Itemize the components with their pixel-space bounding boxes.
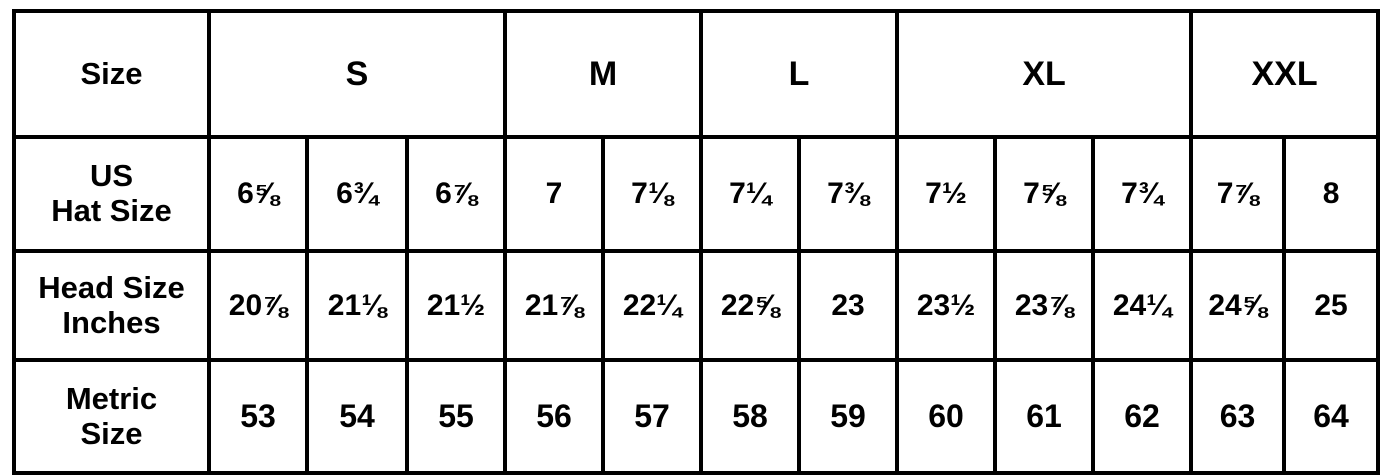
head-size-inches-cell-8: 23½ <box>895 249 998 362</box>
us-hat-size-value-6: 7¼ <box>729 177 771 211</box>
us-hat-size-value-12: 8 <box>1322 177 1340 211</box>
metric-size-value-9: 61 <box>1026 397 1062 434</box>
metric-size-cell-2: 54 <box>305 358 409 475</box>
head-size-inches-value-3: 21½ <box>426 288 486 322</box>
metric-size-value-1: 53 <box>240 397 276 434</box>
metric-size-cell-5: 57 <box>601 358 704 475</box>
metric-size-value-4: 56 <box>536 397 572 434</box>
head-size-inches-cell-5: 22¼ <box>601 249 704 362</box>
metric-size-cell-12: 64 <box>1282 358 1381 475</box>
us-hat-size-cell-9: 7⅝ <box>993 135 1096 253</box>
metric-size-cell-4: 56 <box>503 358 606 475</box>
us-hat-size-cell-2: 6¾ <box>305 135 409 253</box>
head-size-inches-value-8: 23½ <box>916 288 976 322</box>
head-size-inches-cell-4: 21⅞ <box>503 249 606 362</box>
us-hat-size-value-1: 6⅝ <box>237 177 279 211</box>
head-size-inches-value-10: 24¼ <box>1112 288 1172 322</box>
metric-size-cell-7: 59 <box>797 358 900 475</box>
table-row-us-hat-size: US Hat Size 6⅝ 6¾ 6⅞ 7 7⅛ 7¼ 7⅜ 7½ 7⅝ 7¾… <box>12 135 1381 253</box>
us-hat-size-value-10: 7¾ <box>1121 177 1163 211</box>
us-hat-size-cell-7: 7⅜ <box>797 135 900 253</box>
metric-size-cell-3: 55 <box>404 358 508 475</box>
size-group-xxl: XXL <box>1189 9 1381 139</box>
head-size-inches-cell-12: 25 <box>1282 249 1381 362</box>
us-hat-size-cell-8: 7½ <box>895 135 998 253</box>
us-hat-size-cell-5: 7⅛ <box>601 135 704 253</box>
metric-size-cell-6: 58 <box>699 358 802 475</box>
head-size-inches-value-6: 22⅝ <box>720 288 780 322</box>
head-size-inches-value-1: 20⅞ <box>228 288 288 322</box>
metric-size-value-10: 62 <box>1124 397 1160 434</box>
row-label-metric-size: Metric Size <box>12 358 211 475</box>
row-label-size: Size <box>12 9 211 139</box>
row-label-head-size-inches: Head Size Inches <box>12 249 211 362</box>
us-hat-size-value-3: 6⅞ <box>435 177 477 211</box>
head-size-inches-cell-1: 20⅞ <box>207 249 309 362</box>
us-hat-size-value-7: 7⅜ <box>827 177 869 211</box>
head-size-inches-value-9: 23⅞ <box>1014 288 1074 322</box>
metric-size-value-12: 64 <box>1313 397 1349 434</box>
metric-size-value-3: 55 <box>438 397 474 434</box>
us-hat-size-cell-11: 7⅞ <box>1189 135 1287 253</box>
head-size-inches-value-2: 21⅛ <box>327 288 387 322</box>
metric-size-cell-8: 60 <box>895 358 998 475</box>
metric-size-value-6: 58 <box>732 397 768 434</box>
metric-size-value-11: 63 <box>1219 397 1256 434</box>
head-size-inches-cell-6: 22⅝ <box>699 249 802 362</box>
head-size-inches-cell-7: 23 <box>797 249 900 362</box>
metric-size-cell-1: 53 <box>207 358 309 475</box>
us-hat-size-cell-4: 7 <box>503 135 606 253</box>
size-group-xl: XL <box>895 9 1194 139</box>
table-row-size-groups: Size S M L XL XXL <box>12 9 1381 139</box>
us-hat-size-cell-3: 6⅞ <box>404 135 508 253</box>
metric-size-value-5: 57 <box>634 397 670 434</box>
us-hat-size-cell-1: 6⅝ <box>207 135 309 253</box>
metric-size-cell-9: 61 <box>993 358 1096 475</box>
metric-size-value-2: 54 <box>339 397 375 434</box>
metric-size-cell-11: 63 <box>1189 358 1287 475</box>
head-size-inches-cell-9: 23⅞ <box>993 249 1096 362</box>
us-hat-size-cell-12: 8 <box>1282 135 1381 253</box>
metric-size-cell-10: 62 <box>1091 358 1194 475</box>
metric-size-value-8: 60 <box>928 397 964 434</box>
metric-size-value-7: 59 <box>830 397 866 434</box>
us-hat-size-value-11: 7⅞ <box>1216 177 1259 211</box>
head-size-inches-value-5: 22¼ <box>622 288 682 322</box>
head-size-inches-cell-10: 24¼ <box>1091 249 1194 362</box>
us-hat-size-cell-10: 7¾ <box>1091 135 1194 253</box>
us-hat-size-value-5: 7⅛ <box>631 177 673 211</box>
table-row-head-size-inches: Head Size Inches 20⅞ 21⅛ 21½ 21⅞ 22¼ 22⅝… <box>12 249 1381 362</box>
us-hat-size-value-9: 7⅝ <box>1023 177 1065 211</box>
size-group-s: S <box>206 9 508 139</box>
head-size-inches-value-11: 24⅝ <box>1208 288 1267 322</box>
head-size-inches-cell-11: 24⅝ <box>1189 249 1287 362</box>
head-size-inches-value-7: 23 <box>831 288 865 322</box>
us-hat-size-value-2: 6¾ <box>336 177 378 211</box>
hat-size-chart-container: Size S M L XL XXL US Hat Size 6⅝ 6¾ 6⅞ 7… <box>12 9 1381 475</box>
head-size-inches-cell-2: 21⅛ <box>305 249 409 362</box>
us-hat-size-value-8: 7½ <box>925 177 967 211</box>
size-group-m: M <box>503 9 704 139</box>
head-size-inches-value-4: 21⅞ <box>524 288 584 322</box>
head-size-inches-cell-3: 21½ <box>404 249 508 362</box>
us-hat-size-cell-6: 7¼ <box>699 135 802 253</box>
table-row-metric-size: Metric Size 53 54 55 56 57 58 59 60 61 6… <box>12 358 1381 475</box>
hat-size-chart-table: Size S M L XL XXL US Hat Size 6⅝ 6¾ 6⅞ 7… <box>12 9 1381 475</box>
row-label-us-hat-size: US Hat Size <box>12 135 211 253</box>
size-group-l: L <box>699 9 900 139</box>
us-hat-size-value-4: 7 <box>545 177 563 211</box>
head-size-inches-value-12: 25 <box>1314 288 1348 322</box>
